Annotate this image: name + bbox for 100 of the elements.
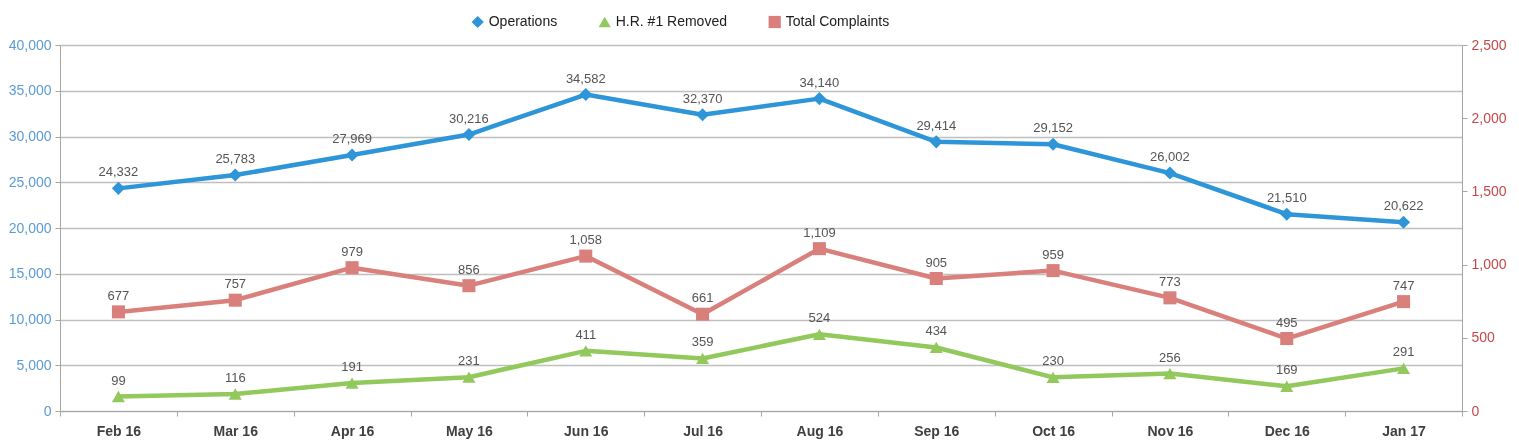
data-label: 30,216: [449, 110, 489, 126]
data-label: 677: [107, 287, 130, 303]
data-label: 434: [925, 323, 948, 339]
point: [812, 242, 826, 256]
y-tick-label: 15,000: [8, 265, 52, 282]
point: [345, 377, 359, 389]
point: [1280, 380, 1294, 392]
data-label: 27,969: [332, 131, 372, 147]
x-tick-label: Jan 17: [1382, 422, 1427, 439]
y2-tick-label: 2,000: [1471, 109, 1507, 126]
point: [111, 181, 125, 195]
point: [696, 108, 710, 122]
point: [111, 305, 125, 319]
point: [812, 328, 826, 340]
x-tick-label: May 16: [446, 422, 493, 439]
data-label: 1,058: [569, 232, 603, 248]
point: [1046, 371, 1060, 383]
data-label: 256: [1159, 349, 1181, 365]
point: [579, 345, 593, 357]
y-tick-label: 0: [43, 402, 52, 419]
y2-tick-label: 1,500: [1471, 182, 1507, 199]
data-label: 747: [1392, 277, 1415, 293]
data-label: 25,783: [215, 151, 256, 167]
point: [1046, 137, 1060, 151]
data-label: 24,332: [98, 164, 139, 180]
data-label: 29,414: [916, 117, 957, 133]
x-tick-label: Oct 16: [1032, 422, 1076, 439]
point: [1280, 332, 1294, 346]
point: [929, 271, 943, 286]
data-label: 524: [808, 310, 831, 326]
data-label: 979: [341, 243, 363, 259]
point: [462, 279, 476, 293]
data-label: 773: [1159, 273, 1181, 289]
point: [1163, 367, 1177, 380]
point: [1046, 264, 1060, 278]
data-label: 359: [691, 334, 714, 350]
y-tick-label: 30,000: [8, 128, 52, 144]
data-label: 99: [111, 372, 126, 388]
x-tick-label: Sep 16: [914, 422, 960, 439]
y-tick-label: 40,000: [8, 36, 52, 53]
y2-tick-label: 0: [1471, 402, 1480, 419]
point: [462, 371, 476, 383]
data-label: 230: [1042, 353, 1064, 369]
data-label: 231: [458, 353, 480, 369]
x-tick-label: Jul 16: [683, 422, 724, 439]
point: [1163, 291, 1177, 305]
legend-label: H.R. #1 Removed: [615, 13, 727, 29]
data-label: 20,622: [1383, 198, 1424, 214]
x-tick-label: Feb 16: [96, 422, 142, 439]
y-tick-label: 5,000: [16, 356, 52, 373]
data-label: 856: [458, 261, 480, 277]
point: [1280, 207, 1294, 221]
data-label: 29,152: [1033, 120, 1073, 136]
point: [812, 92, 826, 106]
point: [696, 352, 710, 365]
point: [579, 88, 593, 102]
data-label: 26,002: [1150, 149, 1190, 165]
point: [228, 388, 242, 400]
x-tick-label: Nov 16: [1147, 422, 1194, 439]
data-label: 21,510: [1266, 190, 1307, 206]
y-tick-label: 35,000: [8, 82, 52, 99]
point: [579, 249, 593, 263]
x-tick-label: Mar 16: [213, 422, 259, 439]
point: [228, 293, 242, 307]
data-label: 34,582: [565, 70, 606, 86]
y-tick-label: 25,000: [8, 173, 52, 190]
data-label: 32,370: [682, 90, 723, 106]
point: [111, 390, 125, 403]
x-tick-label: Apr 16: [330, 422, 375, 439]
y2-tick-label: 1,000: [1471, 256, 1507, 273]
point: [345, 261, 359, 275]
x-tick-label: Jun 16: [564, 422, 609, 439]
legend-label: Total Complaints: [785, 13, 890, 29]
point: [929, 135, 943, 149]
point: [1397, 295, 1411, 309]
data-label: 411: [575, 326, 597, 342]
data-label: 191: [341, 359, 363, 375]
point: [929, 341, 943, 354]
legend-label: Operations: [488, 13, 558, 29]
point: [462, 128, 476, 142]
data-label: 959: [1042, 246, 1064, 262]
data-label: 757: [224, 276, 247, 292]
data-label: 495: [1275, 314, 1298, 330]
point: [1397, 215, 1411, 229]
y2-tick-label: 2,500: [1471, 36, 1507, 53]
point: [345, 148, 359, 162]
point: [228, 168, 242, 182]
data-label: 661: [691, 290, 714, 306]
y2-tick-label: 500: [1471, 329, 1496, 346]
point: [1397, 362, 1411, 375]
data-label: 34,140: [799, 74, 840, 90]
data-label: 1,109: [803, 224, 836, 240]
data-label: 905: [925, 254, 948, 270]
point: [696, 307, 710, 321]
y-tick-label: 20,000: [8, 219, 52, 236]
data-label: 291: [1392, 344, 1415, 360]
x-tick-label: Aug 16: [796, 422, 844, 439]
x-tick-label: Dec 16: [1264, 422, 1311, 439]
data-label: 116: [224, 370, 246, 386]
data-label: 169: [1275, 362, 1298, 378]
